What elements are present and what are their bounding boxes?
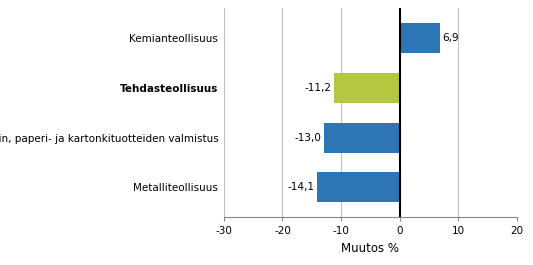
Bar [317,173,400,202]
Text: -13,0: -13,0 [294,132,321,143]
Text: -11,2: -11,2 [305,83,332,93]
Text: -14,1: -14,1 [288,182,314,192]
Bar [400,23,440,53]
Bar [334,73,400,103]
X-axis label: Muutos %: Muutos % [342,242,399,255]
Bar [324,123,400,152]
Text: 6,9: 6,9 [442,33,459,43]
